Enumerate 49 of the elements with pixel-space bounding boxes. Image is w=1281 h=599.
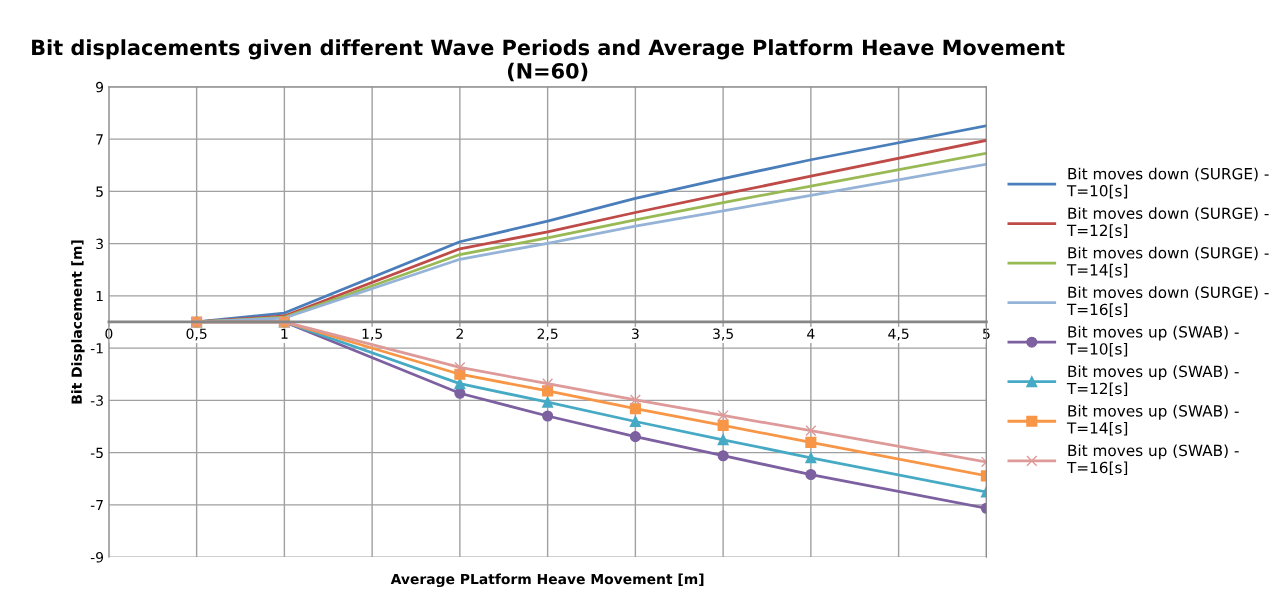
point (805, 436, 817, 448)
point (629, 415, 641, 428)
point (805, 468, 817, 481)
x-tick-label: 2,5 (537, 328, 558, 341)
y-tick-label: -5 (90, 447, 103, 459)
x-tick-label: 1 (281, 328, 288, 339)
point (454, 378, 466, 390)
x-tick-label: 0 (105, 328, 113, 339)
y-tick-label: 7 (96, 134, 103, 145)
point (805, 425, 817, 437)
legend-label: Bit moves up (SWAB) - T=12[s] (1066, 365, 1239, 397)
x-tick-label: 2 (456, 328, 463, 339)
x-tick-label: 1,5 (362, 328, 382, 341)
point (542, 410, 554, 422)
chart-title: Bit displacements given different Wave Periods and Average Platform Heave Movement (N=60) (32, 39, 1065, 82)
x-tick-label: 4 (807, 328, 815, 339)
legend-label: Bit moves up (SWAB) - T=16[s] (1066, 444, 1239, 476)
y-tick-label: -7 (90, 499, 103, 511)
point (542, 396, 554, 408)
point (717, 419, 729, 431)
y-tick-label: -9 (90, 552, 104, 563)
y-axis-title: Bit Displacement [m] (71, 240, 85, 404)
x-tick-label: 3 (632, 328, 639, 339)
y-tick-label: -1 (90, 343, 103, 354)
point (717, 450, 729, 462)
x-tick-label: 4,5 (888, 328, 909, 341)
point (454, 361, 466, 373)
point (629, 431, 641, 443)
legend-label: Bit moves down (SURGE) - T=12[s] (1066, 207, 1269, 238)
x-tick-label: 5 (983, 328, 990, 339)
y-tick-label: 9 (96, 81, 104, 93)
legend-label: Bit moves down (SURGE) - T=16[s] (1066, 286, 1269, 317)
y-tick-label: 3 (96, 238, 103, 250)
x-axis-title: Average PLatform Heave Movement [m] (390, 573, 704, 588)
x-tick-label: 0,5 (186, 328, 207, 341)
legend-label: Bit moves up (SWAB) - T=10[s] (1066, 325, 1239, 357)
y-tick-label: -3 (90, 395, 103, 406)
y-tick-label: 5 (96, 186, 103, 197)
legend-label: Bit moves down (SURGE) - T=14[s] (1066, 246, 1269, 278)
point (629, 394, 641, 406)
point (629, 403, 641, 415)
legend-label: Bit moves down (SURGE) - T=10[s] (1066, 167, 1269, 199)
point (717, 434, 729, 446)
point (542, 378, 554, 390)
y-tick-label: 1 (96, 290, 103, 302)
x-tick-label: 3,5 (713, 328, 733, 341)
point (717, 409, 729, 422)
point (805, 452, 817, 464)
legend-label: Bit moves up (SWAB) - T=14[s] (1066, 404, 1239, 436)
